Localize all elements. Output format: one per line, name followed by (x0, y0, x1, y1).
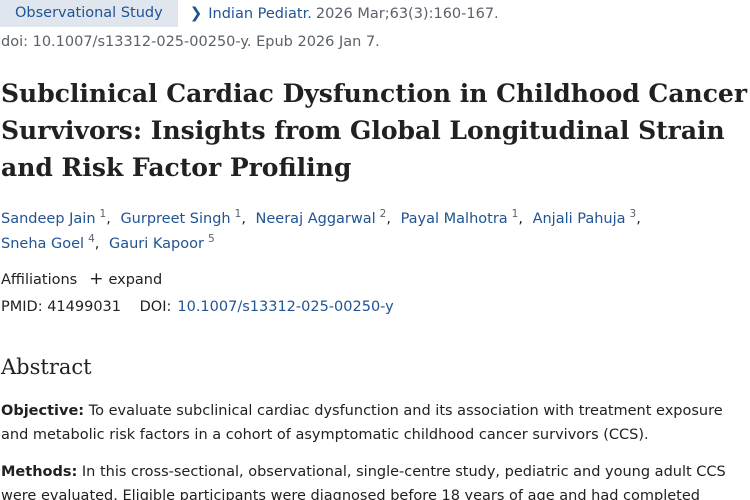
affiliation-ref[interactable]: 1 (99, 208, 107, 220)
author-link[interactable]: Sneha Goel (1, 236, 85, 252)
affiliation-ref[interactable]: 5 (207, 233, 215, 245)
journal-citation: ❯ Indian Pediatr. 2026 Mar;63(3):160-167… (190, 6, 499, 22)
affiliation-ref[interactable]: 1 (511, 208, 519, 220)
author-link[interactable]: Payal Malhotra (400, 211, 508, 227)
affiliations-toggle[interactable]: Affiliations + expand (1, 271, 162, 288)
methods-label: Methods: (1, 464, 78, 480)
methods-paragraph: Methods: In this cross-sectional, observ… (1, 460, 749, 500)
doi-link[interactable]: 10.1007/s13312-025-00250-y (177, 299, 394, 315)
article-type-badge: Observational Study (0, 0, 178, 27)
author-link[interactable]: Gurpreet Singh (120, 211, 231, 227)
doi-epub-line: doi: 10.1007/s13312-025-00250-y. Epub 20… (1, 34, 380, 50)
affiliations-label: Affiliations (1, 271, 78, 288)
article-title: Subclinical Cardiac Dysfunction in Child… (1, 79, 748, 182)
journal-link[interactable]: Indian Pediatr. (208, 5, 312, 22)
author-separator: , (636, 211, 641, 227)
affiliation-ref[interactable]: 4 (88, 233, 95, 245)
plus-icon: + (89, 269, 104, 289)
abstract-heading: Abstract (1, 355, 92, 379)
author-link[interactable]: Sandeep Jain (1, 211, 96, 227)
author-separator: , (106, 211, 111, 227)
affiliation-ref[interactable]: 1 (234, 208, 242, 220)
author-separator: , (94, 236, 100, 252)
author-separator: , (386, 211, 391, 227)
methods-text: In this cross-sectional, observational, … (1, 464, 726, 500)
expand-label: expand (108, 271, 163, 288)
chevron-right-icon: ❯ (189, 4, 203, 22)
affiliation-ref[interactable]: 3 (629, 208, 637, 220)
article-header-row: Observational Study ❯ Indian Pediatr. 20… (0, 0, 499, 27)
objective-paragraph: Objective: To evaluate subclinical cardi… (1, 399, 749, 447)
author-separator: , (518, 211, 523, 227)
doi-label: DOI: (139, 299, 172, 315)
author-separator: , (241, 211, 246, 227)
pmid-value: 41499031 (47, 299, 122, 315)
author-link[interactable]: Anjali Pahuja (532, 211, 626, 227)
identifiers-line: PMID: 41499031 DOI: 10.1007/s13312-025-00… (1, 299, 394, 315)
objective-label: Objective: (1, 403, 85, 419)
objective-text: To evaluate subclinical cardiac dysfunct… (1, 403, 723, 443)
affiliation-ref[interactable]: 2 (379, 208, 387, 220)
authors-list: Sandeep Jain 1, Gurpreet Singh 1, Neeraj A… (1, 207, 741, 257)
pmid-label: PMID: (1, 299, 43, 315)
author-link[interactable]: Gauri Kapoor (108, 236, 204, 252)
citation-details: 2026 Mar;63(3):160-167. (315, 5, 499, 22)
author-link[interactable]: Neeraj Aggarwal (255, 211, 376, 227)
